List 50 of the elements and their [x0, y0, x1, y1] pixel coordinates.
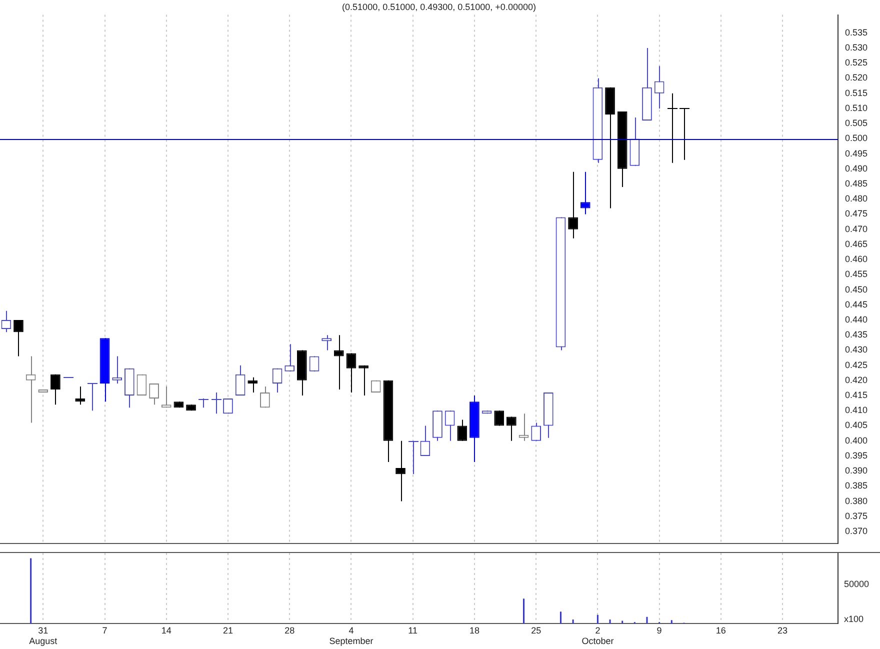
x-tick-label: 4 September	[329, 625, 374, 646]
y-tick-label: 0.500	[845, 133, 868, 144]
x-tick-label: 9	[656, 625, 662, 636]
y-tick-label: 0.525	[845, 58, 868, 68]
x-tick-label: 11	[408, 625, 418, 636]
x-tick-label: 28	[284, 625, 295, 636]
y-tick-label: 0.450	[845, 284, 868, 294]
y-tick-label: 0.520	[845, 72, 868, 83]
y-tick-label: 0.425	[845, 360, 868, 370]
y-tick-label: 0.515	[845, 88, 868, 98]
chart-title: (0.51000, 0.51000, 0.49300, 0.51000, +0.00000)	[342, 2, 536, 12]
y-tick-label: 0.475	[845, 208, 868, 219]
y-tick-label: 0.465	[845, 238, 868, 249]
y-tick-label: 0.445	[845, 299, 868, 310]
y-tick-label: 0.380	[845, 496, 868, 506]
y-tick-label: 0.480	[845, 194, 868, 204]
y-tick-label: 0.440	[845, 314, 868, 324]
x-tick-label: 23	[778, 625, 788, 636]
y-tick-label: 0.415	[845, 390, 868, 400]
y-tick-label: 0.390	[845, 466, 868, 476]
y-tick-label: 0.535	[845, 27, 868, 38]
x-tick-label: 7	[102, 625, 108, 636]
y-tick-label: 0.495	[845, 148, 868, 158]
x-tick-label: 14	[161, 625, 172, 636]
y-tick-label: 0.400	[845, 435, 868, 446]
y-tick-label: 0.460	[845, 254, 868, 264]
y-tick-label: 0.455	[845, 269, 868, 280]
y-tick-label: 0.395	[845, 450, 868, 460]
y-tick-label: 0.530	[845, 42, 868, 53]
y-tick-label: 0.375	[845, 510, 868, 521]
y-tick-label: 0.370	[845, 526, 868, 536]
x-tick-label: 18	[469, 625, 480, 636]
x-tick-label: 16	[716, 625, 726, 636]
x-tick-label: 21	[222, 625, 233, 636]
y-tick-label: 0.435	[845, 330, 868, 340]
y-tick-label: 0.385	[845, 480, 868, 491]
y-tick-label: 0.470	[845, 224, 868, 234]
text: 50000	[844, 579, 870, 590]
y-tick-label: 0.485	[845, 178, 868, 188]
y-tick-label: 0.410	[845, 405, 868, 416]
text: x100	[844, 614, 864, 624]
y-tick-label: 0.405	[845, 420, 868, 430]
x-tick-label: 2 October	[582, 625, 614, 646]
y-tick-label: 0.490	[845, 163, 868, 174]
y-tick-label: 0.430	[845, 344, 868, 355]
x-tick-label: 31 August	[29, 625, 58, 646]
y-tick-label: 0.420	[845, 374, 868, 385]
x-tick-label: 25	[531, 625, 542, 636]
y-tick-label: 0.510	[845, 102, 868, 113]
y-tick-label: 0.505	[845, 118, 868, 128]
